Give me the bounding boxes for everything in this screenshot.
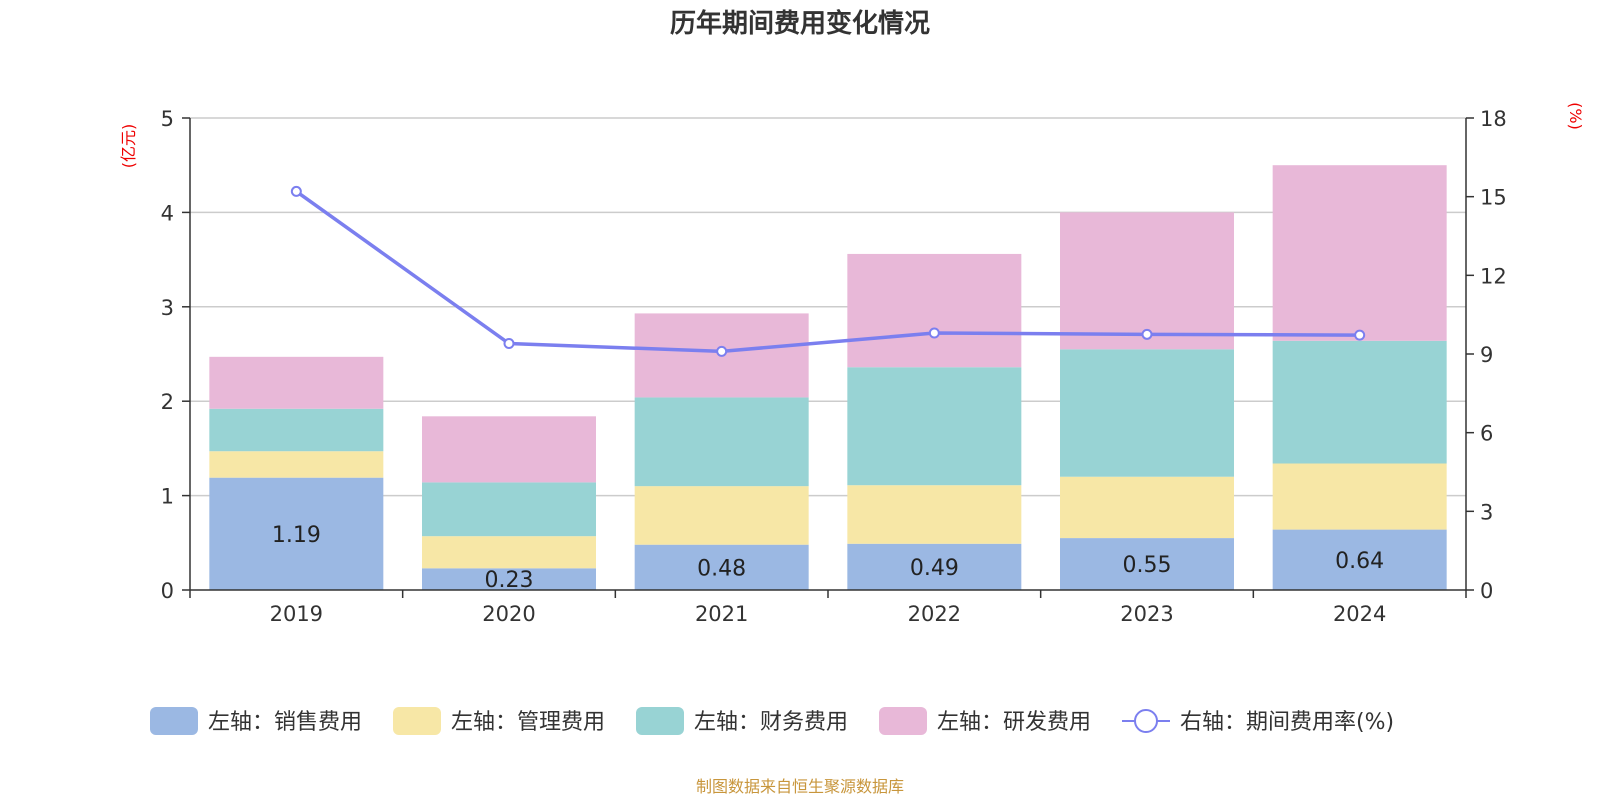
- rate-point: [1354, 329, 1366, 341]
- right-tick-label: 15: [1480, 186, 1507, 210]
- left-tick-label: 2: [161, 390, 174, 414]
- bar-segment: [1272, 463, 1447, 530]
- left-tick-label: 3: [161, 296, 174, 320]
- bar-segment: [634, 397, 809, 487]
- bar-value-label: 1.19: [272, 523, 321, 548]
- legend-swatch: [150, 707, 198, 735]
- bar-value-label: 0.23: [485, 568, 534, 593]
- legend-label: 左轴：管理费用: [451, 710, 605, 735]
- x-tick-label: 2022: [908, 602, 961, 626]
- right-tick-label: 6: [1480, 422, 1493, 446]
- bar-segment: [847, 367, 1022, 486]
- bar-segment: [1060, 538, 1234, 590]
- bar-segment: [209, 451, 384, 478]
- left-axis-unit: (亿元): [119, 124, 138, 169]
- bar-stack: [209, 165, 1447, 590]
- rate-point: [1141, 328, 1153, 340]
- grid-lines: [190, 117, 1466, 497]
- rate-point: [290, 185, 302, 197]
- right-tick-label: 9: [1480, 343, 1493, 367]
- bar-segment: [1060, 349, 1234, 477]
- rate-point: [716, 345, 728, 357]
- bar-segment: [847, 543, 1022, 590]
- legend-label: 右轴：期间费用率(%): [1180, 710, 1394, 735]
- bar-segment: [1272, 340, 1447, 464]
- bar-segment: [1060, 476, 1234, 539]
- bar-segment: [847, 253, 1022, 368]
- legend: 左轴：销售费用 左轴：管理费用 左轴：财务费用 左轴：研发费用 右轴：期间费用率(%): [150, 707, 1394, 735]
- legend-swatch: [393, 707, 441, 735]
- bar-value-label: 0.64: [1335, 549, 1384, 574]
- bar-segment: [1272, 529, 1447, 590]
- bar-value-label: 0.55: [1123, 553, 1172, 578]
- right-tick-label: 12: [1480, 264, 1507, 288]
- bar-segment: [1060, 212, 1234, 350]
- data-labels: 1.19 0.23 0.48 0.49 0.55 0.64: [272, 523, 1384, 593]
- bar-segment: [422, 416, 596, 483]
- legend-swatch: [636, 707, 684, 735]
- legend-point-swatch: [1134, 709, 1158, 733]
- x-tick-label: 2023: [1120, 602, 1173, 626]
- bar-segment: [1272, 165, 1447, 341]
- legend-label: 左轴：研发费用: [937, 710, 1091, 735]
- rate-point: [928, 327, 940, 339]
- left-tick-label: 1: [161, 485, 174, 509]
- bar-value-label: 0.48: [697, 556, 746, 581]
- right-tick-label: 3: [1480, 500, 1493, 524]
- chart-title: 历年期间费用变化情况: [670, 8, 930, 39]
- bar-segment: [847, 485, 1022, 544]
- right-tick-label: 0: [1480, 579, 1493, 603]
- x-tick-label: 2019: [270, 602, 323, 626]
- rate-point: [503, 338, 515, 350]
- data-source-note: 制图数据来自恒生聚源数据库: [696, 777, 904, 796]
- rate-line-path: [295, 189, 1360, 354]
- legend-label: 左轴：财务费用: [694, 710, 848, 735]
- rate-line: [290, 185, 1366, 357]
- right-axis-unit: (%): [1566, 102, 1585, 130]
- right-tick-label: 18: [1480, 107, 1507, 131]
- bar-segment: [634, 486, 809, 545]
- bar-value-label: 0.49: [910, 556, 959, 581]
- x-tick-label: 2024: [1333, 602, 1386, 626]
- bar-segment: [422, 568, 596, 590]
- left-tick-label: 0: [161, 579, 174, 603]
- bar-segment: [634, 544, 809, 590]
- bar-segment: [209, 408, 384, 452]
- bar-segment: [422, 482, 596, 537]
- bar-segment: [209, 477, 384, 590]
- bar-segment: [209, 356, 384, 409]
- left-tick-label: 4: [161, 201, 174, 225]
- legend-swatch: [879, 707, 927, 735]
- bar-segment: [422, 536, 596, 569]
- x-tick-label: 2020: [482, 602, 535, 626]
- left-tick-label: 5: [161, 107, 174, 131]
- x-tick-label: 2021: [695, 602, 748, 626]
- legend-label: 左轴：销售费用: [208, 710, 362, 735]
